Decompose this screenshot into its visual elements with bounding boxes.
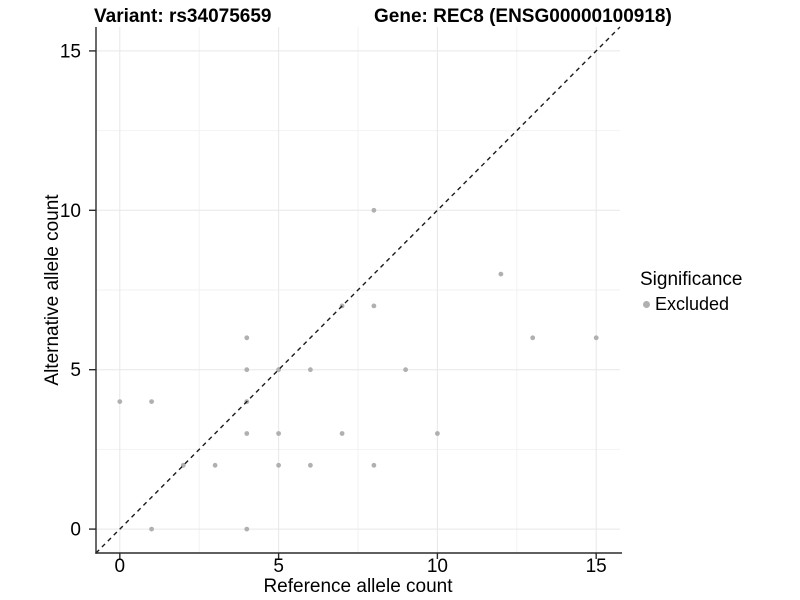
y-tick-label: 15 bbox=[60, 41, 81, 62]
y-tick-label: 0 bbox=[70, 520, 81, 541]
legend-title: Significance bbox=[640, 269, 743, 290]
data-point bbox=[435, 431, 440, 436]
data-point bbox=[244, 367, 250, 373]
data-point bbox=[403, 367, 408, 373]
y-axis-title: Alternative allele count bbox=[42, 194, 63, 386]
data-point bbox=[371, 462, 377, 468]
data-point bbox=[498, 271, 504, 277]
x-tick-label: 0 bbox=[115, 556, 126, 577]
plot-title-gene: Gene: REC8 (ENSG00000100918) bbox=[374, 6, 672, 27]
legend-item-excluded: Excluded bbox=[640, 294, 742, 315]
excluded-point-swatch-icon bbox=[643, 301, 650, 308]
legend: Significance Excluded bbox=[640, 269, 742, 315]
x-tick-label: 10 bbox=[427, 556, 448, 577]
data-point bbox=[117, 399, 123, 404]
legend-item-label: Excluded bbox=[655, 294, 730, 314]
data-point bbox=[149, 399, 155, 404]
data-point bbox=[244, 526, 250, 532]
identity-reference-line bbox=[95, 26, 621, 554]
x-tick-label: 15 bbox=[586, 556, 607, 577]
x-axis-title: Reference allele count bbox=[263, 576, 453, 597]
data-point bbox=[276, 462, 281, 468]
data-point bbox=[180, 462, 186, 468]
data-point bbox=[339, 431, 345, 436]
data-point bbox=[244, 431, 250, 436]
plot-title-variant: Variant: rs34075659 bbox=[94, 6, 272, 27]
y-tick-label: 10 bbox=[60, 201, 81, 222]
data-point bbox=[530, 335, 536, 341]
data-point bbox=[371, 303, 377, 309]
data-point bbox=[593, 335, 599, 341]
data-point bbox=[149, 526, 155, 532]
data-point bbox=[308, 462, 313, 468]
data-point bbox=[371, 207, 377, 213]
data-point bbox=[212, 462, 218, 468]
x-tick-label: 5 bbox=[273, 556, 284, 577]
y-tick-label: 5 bbox=[70, 360, 81, 381]
data-point bbox=[244, 335, 250, 341]
data-point bbox=[276, 431, 281, 436]
data-point bbox=[308, 367, 313, 373]
